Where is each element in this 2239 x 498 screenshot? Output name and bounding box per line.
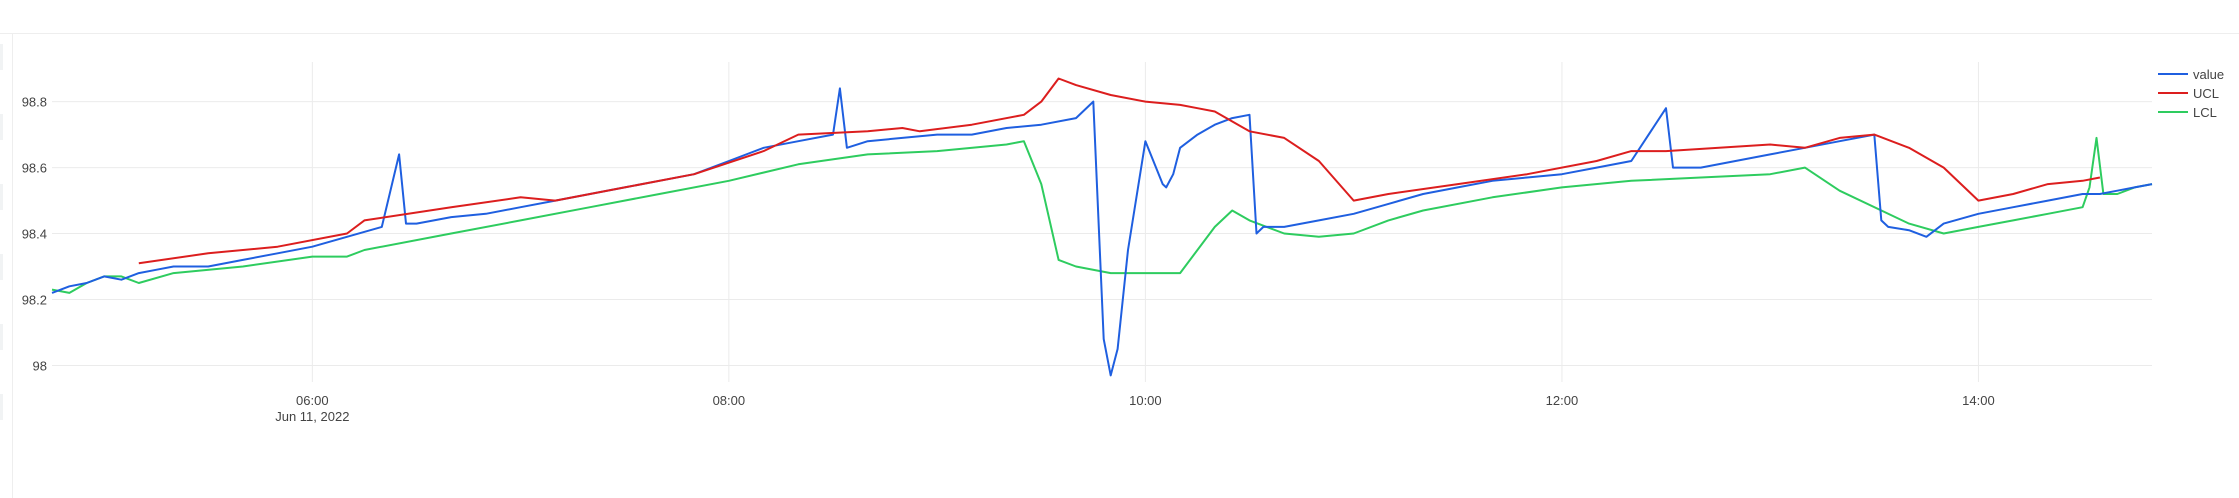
y-tick-label: 98.4 xyxy=(22,227,47,242)
x-tick-label: 08:00 xyxy=(713,393,746,408)
legend-label-value: value xyxy=(2193,67,2224,82)
legend-label-ucl: UCL xyxy=(2193,86,2219,101)
y-tick-label: 98.2 xyxy=(22,293,47,308)
legend-label-lcl: LCL xyxy=(2193,105,2217,120)
x-axis: Jun 11, 2022 06:00 08:00 10:00 12:00 14:00 xyxy=(275,393,1994,424)
series-line-lcl xyxy=(51,136,2153,294)
y-tick-label: 98.6 xyxy=(22,161,47,176)
y-tick-label: 98 xyxy=(33,359,47,374)
left-panel-edge xyxy=(0,34,3,498)
series-line-value xyxy=(51,87,2153,377)
x-axis-date-label: Jun 11, 2022 xyxy=(275,409,349,424)
x-tick-label: 14:00 xyxy=(1962,393,1995,408)
series-lines xyxy=(51,77,2153,377)
x-tick-label: 12:00 xyxy=(1546,393,1579,408)
legend[interactable]: value UCL LCL xyxy=(2158,67,2224,120)
chart-grid xyxy=(52,62,2152,382)
y-tick-label: 98.8 xyxy=(22,95,47,110)
left-divider xyxy=(12,34,13,498)
series-line-ucl xyxy=(138,77,2101,265)
top-divider xyxy=(0,33,2239,34)
x-tick-label: 06:00 xyxy=(296,393,329,408)
y-axis: 98 98.2 98.4 98.6 98.8 xyxy=(22,95,47,374)
x-tick-label: 10:00 xyxy=(1129,393,1162,408)
